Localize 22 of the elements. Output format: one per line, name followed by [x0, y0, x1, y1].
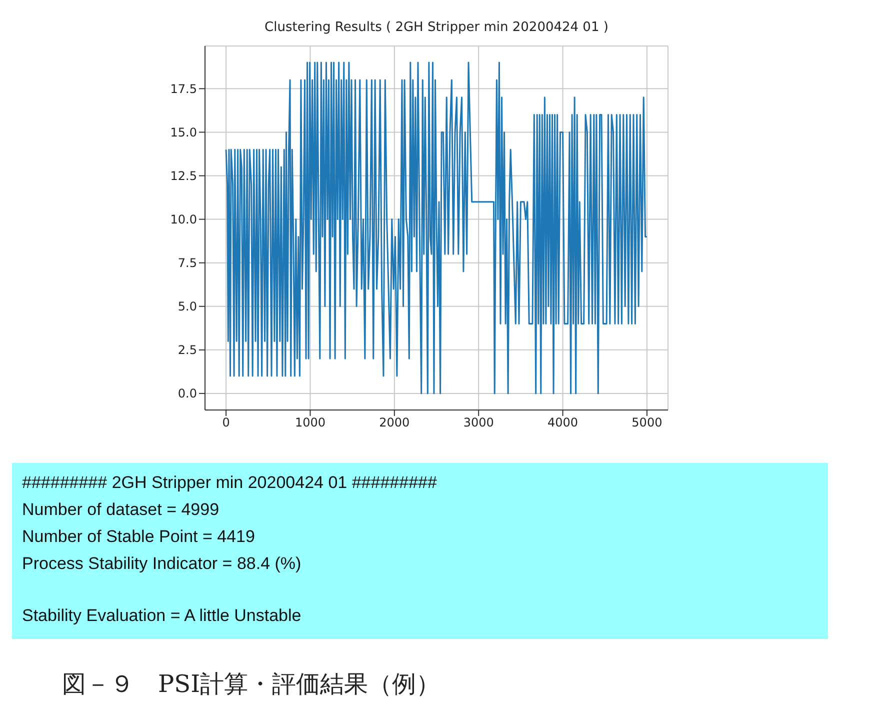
x-tick-label: 1000 [294, 416, 326, 430]
text: Number of Stable Point = 4419 [22, 526, 256, 548]
x-tick-label: 4000 [548, 416, 578, 430]
text: Process Stability Indicator = 88.4 (%) [22, 553, 302, 575]
y-tick-label: 0.0 [178, 386, 197, 401]
x-tick-label: 3000 [463, 416, 494, 430]
y-tick-label: 10.0 [170, 212, 197, 227]
y-tick-label: 5.0 [178, 300, 197, 314]
text: 図－９ PSI計算・評価結果（例） [62, 669, 440, 700]
y-tick-label: 17.5 [170, 82, 197, 96]
x-tick-label: 5000 [632, 416, 662, 430]
text: ######### 2GH Stripper min 20200424 01 ######### [22, 472, 438, 494]
chart-title: Clustering Results ( 2GH Stripper min 20200424 01 ) [264, 20, 610, 35]
text: Number of dataset = 4999 [22, 499, 220, 521]
y-tick-label: 12.5 [170, 169, 197, 184]
x-tick-label: 2000 [379, 416, 410, 430]
x-tick-label: 0 [222, 416, 230, 430]
y-tick-label: 7.5 [178, 256, 197, 270]
line-series [225, 62, 648, 394]
y-tick-label: 2.5 [178, 343, 197, 358]
text: Stability Evaluation = A little Unstable [22, 605, 302, 627]
y-tick-label: 15.0 [170, 125, 197, 140]
